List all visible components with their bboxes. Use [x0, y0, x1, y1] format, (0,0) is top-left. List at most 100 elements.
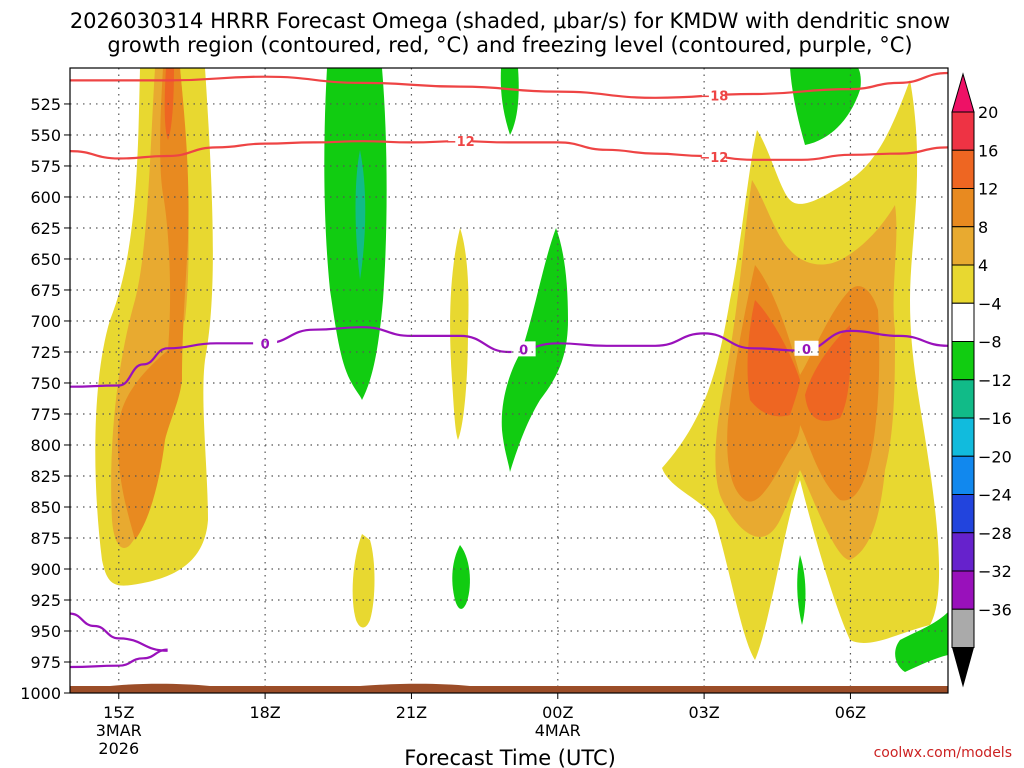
- omega-region-green-1: [324, 68, 387, 400]
- colorbar-segment: [951, 226, 975, 266]
- colorbar-segment: [951, 264, 975, 304]
- contour-freezing-level-low-2: [70, 648, 168, 669]
- contour-label: 0: [802, 343, 811, 358]
- omega-region-green-7: [895, 612, 948, 672]
- colorbar-label: −28: [978, 524, 1012, 543]
- y-tick-label: 600: [30, 188, 61, 207]
- y-tick-label: 1000: [20, 684, 61, 703]
- omega-region-green-2: [500, 68, 519, 135]
- contour-label: −18: [699, 90, 728, 105]
- y-tick-label: 725: [30, 343, 61, 362]
- colorbar-top-arrow: [951, 72, 975, 113]
- colorbar-label: 16: [978, 141, 998, 160]
- colorbar-segment: [951, 494, 975, 534]
- omega-region-yellow-3: [352, 534, 375, 628]
- colorbar-label: −4: [978, 294, 1002, 313]
- y-tick-label: 800: [30, 436, 61, 455]
- colorbar-segment: [951, 111, 975, 151]
- contour-label-bg: [701, 87, 726, 103]
- x-tick-year: 2026: [98, 739, 139, 758]
- y-tick-label: 850: [30, 498, 61, 517]
- surface-terrain: [70, 686, 948, 693]
- contour-labels: −18 −12 0 −12 0 0: [253, 87, 819, 358]
- colorbar-segment: [951, 532, 975, 572]
- colorbar-segment: [951, 149, 975, 189]
- colorbar-label: 12: [978, 180, 998, 199]
- colorbar-label: −24: [978, 486, 1012, 505]
- y-tick-label: 875: [30, 529, 61, 548]
- y-tick-label: 550: [30, 126, 61, 145]
- y-tick-label: 625: [30, 219, 61, 238]
- colorbar-label: −32: [978, 562, 1012, 581]
- colorbar-segment: [951, 570, 975, 610]
- colorbar-segment: [951, 302, 975, 342]
- omega-region-orange-1: [117, 68, 189, 540]
- x-tick-label: 03Z: [688, 703, 719, 722]
- title-line-1: 2026030314 HRRR Forecast Omega (shaded, …: [70, 9, 950, 33]
- credit-text: coolwx.com/models: [874, 745, 1012, 761]
- plot-frame: [69, 67, 949, 694]
- y-tick-label: 575: [30, 157, 61, 176]
- x-tick-date: 4MAR: [535, 721, 581, 740]
- contour-label: −12: [699, 151, 728, 166]
- omega-region-darkorange-2: [747, 300, 800, 417]
- colorbar-segment: [951, 608, 975, 648]
- x-tick-label: 21Z: [396, 703, 427, 722]
- colorbar-label: −8: [978, 333, 1002, 352]
- contour-label-bg: [794, 340, 819, 356]
- y-tick-label: 525: [30, 95, 61, 114]
- contour-dgz-lower: [70, 140, 948, 161]
- y-tick-label: 900: [30, 560, 61, 579]
- x-tick-label: 15Z: [103, 703, 134, 722]
- contour-label: 0: [261, 337, 270, 352]
- y-tick-label: 750: [30, 374, 61, 393]
- x-tick-label: 06Z: [835, 703, 866, 722]
- contour-freezing-level-low-1: [70, 612, 168, 652]
- colorbar-label: −36: [978, 600, 1012, 619]
- colorbar-segment: [951, 379, 975, 419]
- surface-terrain-bumps: [110, 683, 470, 686]
- colorbar-label: −12: [978, 371, 1012, 390]
- contour-label: 0: [519, 343, 528, 358]
- omega-region-green-6: [797, 555, 806, 625]
- x-tick-label: 18Z: [249, 703, 280, 722]
- y-tick-label: 700: [30, 312, 61, 331]
- y-tick-label: 925: [30, 591, 61, 610]
- omega-shading: [95, 68, 948, 672]
- omega-region-teal-1: [355, 150, 366, 280]
- contour-label-bg: [701, 148, 726, 164]
- omega-region-darkorange-1: [164, 68, 174, 140]
- y-tick-label: 975: [30, 653, 61, 672]
- omega-region-yellow-2: [450, 228, 469, 440]
- omega-region-green-5: [790, 68, 861, 145]
- y-tick-label: 650: [30, 250, 61, 269]
- y-tick-label: 675: [30, 281, 61, 300]
- colorbar-label: 20: [978, 103, 998, 122]
- y-axis: 525 550 575 600 625 650 675 700 725 750 775 800 825 8…: [20, 95, 70, 703]
- colorbar-label: −16: [978, 409, 1012, 428]
- x-tick-label: 00Z: [542, 703, 573, 722]
- colorbar: 20 16 12 8 4 −4 −8 −12 −16 −20 −24 −28 −32 −36: [951, 72, 1012, 688]
- y-tick-label: 950: [30, 622, 61, 641]
- x-axis-label: Forecast Time (UTC): [404, 746, 616, 768]
- colorbar-label: 8: [978, 218, 988, 237]
- colorbar-label: −20: [978, 447, 1012, 466]
- omega-region-green-4: [452, 545, 470, 609]
- contour-label: −12: [446, 135, 475, 150]
- y-tick-label: 825: [30, 467, 61, 486]
- colorbar-segment: [951, 341, 975, 381]
- colorbar-label: 4: [978, 256, 988, 275]
- plot-area: −18 −12 0 −12 0 0: [69, 67, 949, 694]
- omega-region-darkorange-3: [805, 325, 851, 421]
- contour-dgz-upper: [70, 71, 948, 99]
- colorbar-segment: [951, 417, 975, 457]
- x-gridlines: [118, 68, 852, 693]
- contour-label-bg: [253, 335, 278, 351]
- contour-label-bg: [448, 133, 473, 149]
- colorbar-segment: [951, 455, 975, 495]
- y-tick-label: 775: [30, 405, 61, 424]
- chart-title: 2026030314 HRRR Forecast Omega (shaded, …: [70, 9, 950, 57]
- colorbar-segment: [951, 188, 975, 228]
